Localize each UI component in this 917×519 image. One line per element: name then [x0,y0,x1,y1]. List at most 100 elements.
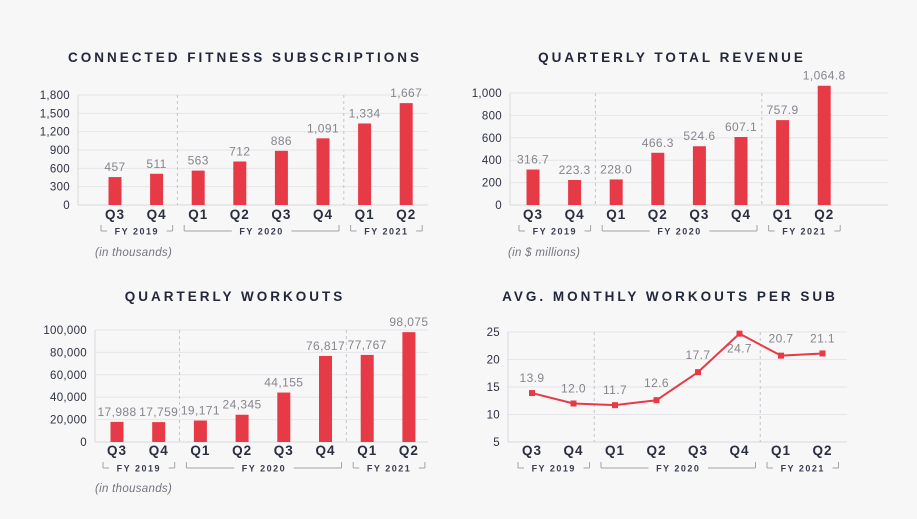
y-tick-label: 60,000 [50,370,87,382]
point-marker [736,330,743,337]
chart-card-subscriptions: CONNECTED FITNESS SUBSCRIPTIONS 0 300 600 9… [0,0,458,260]
value-label: 24,345 [223,398,262,412]
workouts-bar-chart: 0 20,000 40,000 60,000 80,000 100,000 Q3 Q4 Q1 Q2… [43,315,428,474]
y-tick-label: 80,000 [50,347,87,359]
point-marker [819,350,826,357]
fy-label: FY 2020 [242,464,286,474]
value-label: 316.7 [517,153,549,167]
bar [651,152,665,205]
y-tick-label: 0 [495,200,502,212]
bar [568,179,582,205]
point-marker [653,397,660,404]
y-tick-label: 300 [50,182,70,194]
x-tick-label: Q2 [812,443,832,458]
point-marker [695,369,701,376]
x-tick-label: Q1 [357,443,377,458]
chart-card-avg-workouts: AVG. MONTHLY WORKOUTS PER SUB 5 10 15 20 25 Q… [459,260,917,519]
x-tick-label: Q4 [315,443,335,458]
y-tick-label: 200 [482,178,502,190]
value-label: 886 [271,134,292,148]
value-label: 12.0 [561,382,586,396]
x-tick-label: Q3 [689,207,709,222]
chart-card-revenue: QUARTERLY TOTAL REVENUE 0 200 400 600 800 1,0… [459,0,917,260]
y-tick-label: 40,000 [50,392,87,404]
value-label: 228.0 [600,162,632,176]
value-label: 1,667 [390,86,422,100]
bar [235,414,249,442]
fy-label: FY 2021 [782,227,826,237]
value-label: 511 [146,157,166,171]
x-tick-label: Q2 [232,443,252,458]
value-label: 466.3 [642,136,674,150]
x-tick-label: Q2 [230,207,250,222]
x-tick-label: Q1 [606,207,626,222]
x-tick-label: Q2 [396,207,416,222]
bar [316,138,330,205]
x-tick-label: Q3 [522,443,542,458]
x-tick-label: Q3 [523,207,543,222]
x-tick-label: Q3 [105,207,125,222]
fy-label: FY 2020 [656,464,700,474]
y-tick-label: 1,800 [40,90,70,102]
point-marker [570,400,577,407]
fy-label: FY 2019 [533,227,577,237]
x-tick-label: Q1 [605,443,625,458]
chart-title: AVG. MONTHLY WORKOUTS PER SUB [502,289,838,304]
value-label: 12.6 [644,376,669,390]
chart-footnote: (in thousands) [95,483,173,495]
bar [277,392,291,442]
value-label: 524.6 [683,129,715,143]
x-tick-label: Q3 [688,443,708,458]
x-tick-label: Q2 [646,443,666,458]
x-tick-label: Q1 [773,207,793,222]
bar [734,137,748,205]
value-label: 1,064.8 [803,69,846,83]
bar [526,169,540,205]
chart-title: CONNECTED FITNESS SUBSCRIPTIONS [67,50,423,65]
bar [817,85,831,205]
value-label: 17.7 [686,348,711,362]
value-label: 11.7 [603,383,627,397]
chart-card-workouts: QUARTERLY WORKOUTS 0 20,000 40,000 60,000 80… [0,260,458,519]
bar [319,355,332,442]
revenue-bar-chart: 0 200 400 600 800 1,000 Q3 Q4 Q1 Q2 Q3 Q4 Q1 Q2 FY 201… [472,69,888,237]
bar [152,422,166,442]
y-tick-label: 20,000 [50,415,87,427]
value-label: 21.1 [810,331,835,345]
x-tick-label: Q2 [648,207,668,222]
fy-label: FY 2020 [239,227,283,237]
bar [233,161,247,205]
y-tick-label: 25 [487,327,500,339]
x-tick-label: Q2 [399,443,419,458]
y-tick-label: 400 [482,155,502,167]
bar [191,170,205,205]
x-tick-label: Q4 [313,207,333,222]
avg-workouts-line-chart: 5 10 15 20 25 Q3 Q4 Q1 Q2 Q3 Q4 Q1 Q2 FY 2019 FY 2020 F… [487,327,847,474]
value-label: 44,155 [264,376,303,390]
y-tick-label: 600 [482,133,502,145]
value-label: 19,171 [181,404,220,418]
value-label: 13.9 [520,371,545,385]
value-label: 563 [188,154,209,168]
value-label: 17,988 [97,405,136,419]
value-label: 607.1 [725,120,757,134]
x-tick-label: Q3 [107,443,127,458]
fy-label: FY 2021 [367,464,411,474]
fy-label: FY 2021 [364,227,408,237]
y-tick-label: 1,000 [472,88,502,100]
x-tick-label: Q1 [190,443,210,458]
fy-label: FY 2019 [117,464,161,474]
value-label: 1,334 [349,106,381,120]
point-marker [612,402,618,409]
y-tick-label: 10 [487,410,500,422]
value-label: 17,759 [139,405,178,419]
x-tick-label: Q4 [729,443,749,458]
chart-footnote: (in $ millions) [508,247,581,259]
x-tick-label: Q4 [149,443,169,458]
bar [402,332,416,442]
fy-label: FY 2019 [532,464,576,474]
y-tick-label: 1,200 [40,127,70,139]
y-tick-label: 15 [487,382,500,394]
y-tick-label: 1,500 [40,108,70,120]
bar [358,123,372,205]
